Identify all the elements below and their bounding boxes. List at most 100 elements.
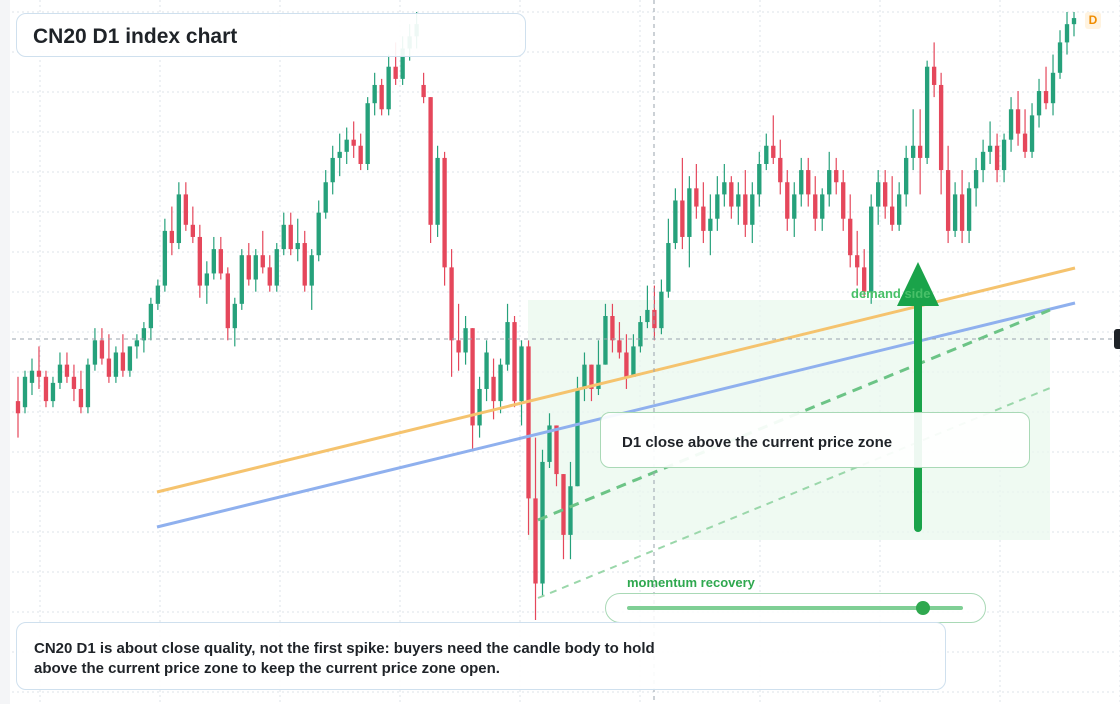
candle-body	[162, 230, 168, 286]
candle-body	[917, 145, 923, 158]
candle-body	[337, 151, 342, 158]
candle-bullish	[372, 72, 377, 116]
candle-body	[232, 303, 237, 329]
candle-body	[1008, 109, 1014, 140]
candle-bullish	[176, 182, 182, 250]
candle-body	[813, 194, 818, 219]
candle-body	[330, 157, 335, 183]
candle-bullish	[903, 145, 909, 207]
candle-body	[666, 243, 671, 292]
candle-body	[148, 303, 154, 329]
candle-body	[834, 170, 839, 183]
candle-body	[365, 103, 370, 164]
candle-body	[757, 164, 762, 195]
candle-bullish	[540, 449, 545, 596]
candle-bullish	[1071, 12, 1077, 37]
candle-bullish	[715, 176, 720, 231]
candle-body	[1036, 91, 1042, 116]
candle-bullish	[952, 182, 958, 237]
candle-bullish	[1001, 133, 1007, 183]
candle-bearish	[771, 115, 776, 164]
candle-body	[449, 267, 454, 341]
candle-body	[421, 84, 426, 98]
candle-bullish	[29, 358, 35, 396]
candle-body	[1043, 91, 1049, 104]
candle-body	[435, 157, 440, 225]
candle-bullish	[827, 151, 832, 207]
candle-bearish	[729, 176, 734, 219]
candle-body	[890, 206, 895, 225]
candle-body	[582, 364, 587, 389]
candle-bearish	[701, 182, 706, 244]
candle-body	[708, 218, 713, 231]
candle-body	[652, 309, 657, 329]
candle-bullish	[792, 182, 797, 237]
candle-bearish	[834, 157, 839, 195]
candle-bullish	[568, 461, 573, 560]
candle-body	[959, 194, 965, 231]
candle-body	[85, 364, 91, 408]
candle-bullish	[505, 303, 510, 371]
candle-bearish	[43, 370, 49, 408]
candle-body	[533, 498, 538, 584]
candle-bearish	[78, 370, 84, 414]
candle-bearish	[421, 72, 426, 104]
candle-body	[869, 206, 874, 292]
momentum-track	[627, 606, 963, 610]
candle-body	[218, 249, 223, 274]
candle-bearish	[64, 352, 70, 383]
candle-bullish	[547, 413, 552, 468]
candle-bearish	[785, 170, 790, 231]
candle-bearish	[183, 182, 189, 231]
candle-body	[470, 328, 475, 426]
candle-bullish	[323, 170, 328, 219]
candle-body	[1064, 24, 1070, 43]
candle-body	[512, 322, 517, 402]
candle-body	[687, 188, 692, 237]
candle-bearish	[938, 72, 944, 195]
candle-body	[274, 249, 279, 286]
candle-bearish	[190, 206, 196, 244]
candle-body	[715, 194, 720, 219]
timeframe-badge[interactable]: D	[1085, 12, 1101, 29]
candle-body	[743, 194, 748, 225]
candle-body	[617, 340, 622, 353]
candle-body	[358, 145, 363, 164]
candle-bearish	[813, 176, 818, 231]
candle-body	[938, 84, 944, 171]
candle-bearish	[624, 334, 629, 389]
candle-bullish	[477, 376, 482, 438]
candle-bearish	[225, 267, 230, 341]
candle-bullish	[484, 340, 489, 402]
candle-body	[980, 151, 986, 171]
candle-bearish	[554, 425, 559, 487]
candle-body	[603, 316, 608, 365]
candle-body	[239, 255, 244, 304]
candle-bullish	[876, 170, 881, 225]
candle-bullish	[1064, 12, 1070, 55]
candle-body	[428, 97, 433, 225]
price-scale-marker	[1114, 329, 1120, 349]
candle-bearish	[246, 243, 251, 286]
momentum-knob[interactable]	[915, 601, 930, 615]
candle-bearish	[106, 334, 112, 383]
candle-body	[477, 388, 482, 426]
candle-body	[456, 340, 461, 353]
candle-bullish	[764, 133, 769, 171]
candle-body	[526, 346, 531, 499]
candle-body	[785, 182, 790, 219]
candle-body	[680, 200, 685, 237]
left-rail	[0, 0, 10, 704]
candle-body	[106, 358, 112, 377]
candle-body	[883, 182, 888, 207]
candle-body	[820, 194, 825, 219]
candle-body	[876, 182, 881, 207]
candle-body	[43, 376, 49, 402]
candle-bearish	[1015, 91, 1021, 146]
candle-body	[540, 461, 545, 584]
candle-body	[323, 182, 328, 213]
candle-bearish	[994, 133, 1000, 183]
candle-bullish	[435, 145, 440, 237]
candle-body	[1022, 133, 1028, 152]
candle-body	[750, 194, 755, 225]
